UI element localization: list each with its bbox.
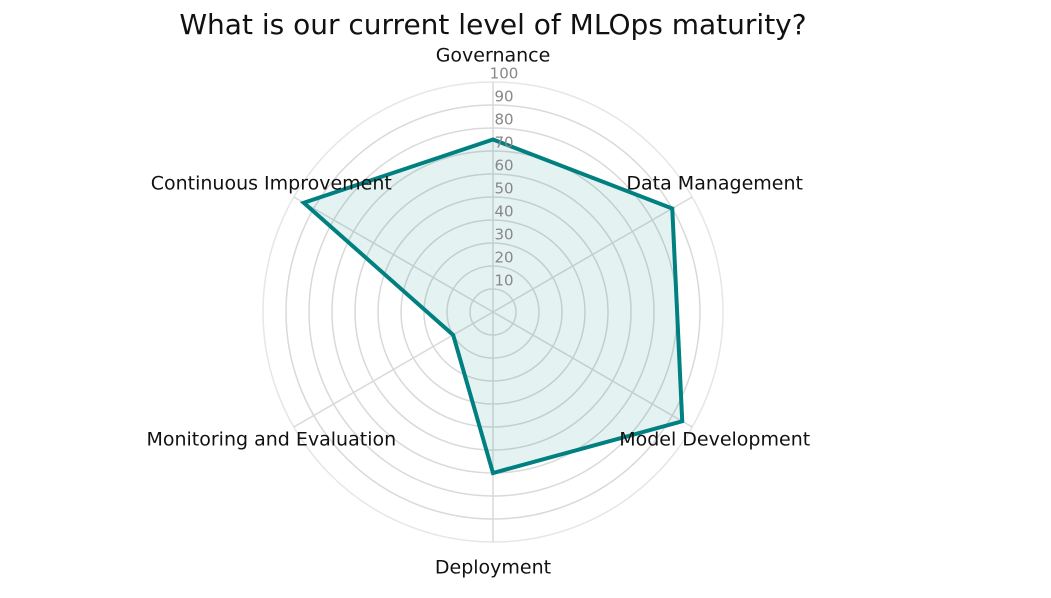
axis-label: Data Management bbox=[626, 173, 803, 195]
r-tick-label: 30 bbox=[494, 226, 513, 244]
r-tick-label: 80 bbox=[494, 111, 513, 129]
r-tick-label: 20 bbox=[494, 249, 513, 267]
r-tick-label: 60 bbox=[494, 157, 513, 175]
axis-label: Continuous Improvement bbox=[151, 173, 392, 195]
r-tick-label: 70 bbox=[494, 134, 513, 152]
r-tick-label: 50 bbox=[494, 180, 513, 198]
axis-spoke bbox=[492, 311, 693, 428]
axis-spoke bbox=[492, 196, 693, 313]
axis-label: Deployment bbox=[435, 557, 551, 579]
axis-label: Monitoring and Evaluation bbox=[146, 429, 396, 451]
r-tick-label: 10 bbox=[494, 272, 513, 290]
chart-title: What is our current level of MLOps matur… bbox=[179, 8, 806, 41]
axis-label: Model Development bbox=[619, 429, 810, 451]
series-line bbox=[299, 137, 685, 476]
r-tick-label: 90 bbox=[494, 88, 513, 106]
r-tick-label: 40 bbox=[494, 203, 513, 221]
area bbox=[303, 139, 683, 473]
r-tick-label: 100 bbox=[490, 65, 519, 83]
axis-spoke bbox=[293, 196, 494, 313]
axis-spoke bbox=[293, 311, 494, 428]
axis-label: Governance bbox=[436, 45, 551, 67]
